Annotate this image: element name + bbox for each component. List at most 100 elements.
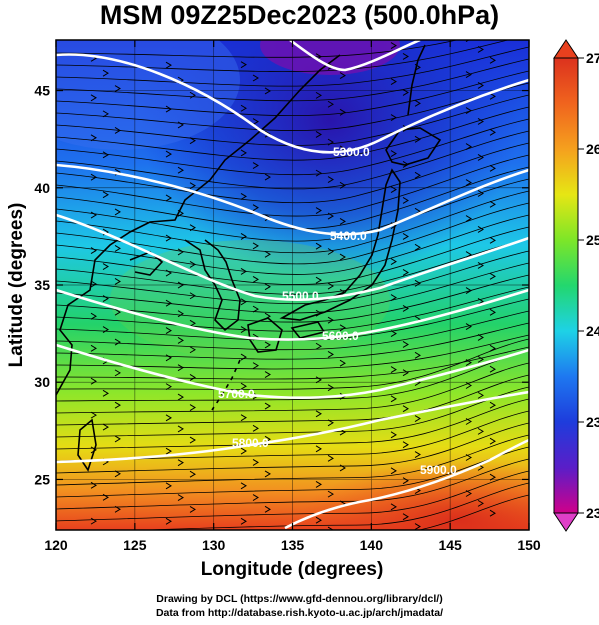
streamline-arrow [264,130,271,138]
coastline-korea [184,239,241,332]
streamline [56,214,529,275]
streamline [56,446,529,498]
x-tick-label: 120 [44,537,68,553]
streamline [56,142,529,204]
x-tick-label: 125 [123,537,147,553]
streamline-arrow [189,506,196,513]
streamline-arrow [489,56,496,64]
coastline-honshu [279,168,401,321]
streamline-arrow [90,134,97,142]
streamline-arrow [315,516,322,524]
streamline-arrow [165,447,172,455]
colorbar-tick-label: 262 [586,141,599,157]
streamline-arrow [102,493,109,501]
streamline-arrow [252,458,259,466]
streamline-arrow [240,104,247,112]
streamline-arrow [90,211,97,219]
contour-label: 5800.0 [232,436,269,450]
streamline-arrow [327,490,334,498]
streamline-arrow [240,149,247,157]
streamline-arrow [315,169,322,177]
streamline-arrow [339,253,346,261]
streamline-arrow [114,401,121,409]
streamline-arrow [315,91,322,99]
x-tick-label: 150 [517,537,541,553]
streamline [56,40,459,58]
contour-5500 [56,213,529,302]
streamline-arrow [339,72,346,80]
streamline-arrow [114,435,121,443]
streamline-arrow [465,107,472,115]
streamline-arrow [489,200,496,208]
coastline-kyushu [247,317,283,353]
streamline-arrow [90,446,97,454]
streamline-arrow [402,441,409,449]
height-contours [56,40,529,530]
streamline-arrow [315,342,322,350]
streamline-arrow [327,350,334,358]
streamline-arrow [477,355,484,363]
streamline-arrow [465,418,472,425]
streamline [56,398,529,450]
streamline-arrow [477,46,484,53]
coastline-taiwan [77,418,97,472]
axes: 120 125 130 135 140 145 150 25 30 35 40 45 [34,40,541,553]
coastline-shandong [129,251,164,276]
colorbar-tick-label: 230 [586,505,599,521]
streamline-arrow [327,212,334,220]
streamline-arrow [165,482,172,490]
streamline-arrow [177,425,184,433]
streamline-arrow [489,509,496,517]
streamline-arrow [252,424,259,432]
streamline-arrow [189,436,196,444]
y-tick-label: 45 [34,83,50,99]
streamline-arrow [240,353,247,361]
credit-data-source: Data from http://database.rish.kyoto-u.a… [155,607,444,619]
streamline-arrow [189,91,196,99]
colorbar-bottom-triangle [553,512,579,532]
streamline-arrow [327,248,334,255]
colorbar-tick-label: 254 [586,232,599,248]
streamline-arrow [102,423,109,431]
streamline-arrow [264,250,271,258]
streamline-arrow [190,542,195,548]
streamline [56,262,529,314]
streamline-arrow [477,427,484,435]
streamline-arrow [327,282,334,290]
streamline-arrow [402,197,409,204]
streamline-arrow [465,287,472,295]
contour-label: 5700.0 [218,387,255,401]
streamline-arrow [339,181,346,189]
streamline-arrow [264,402,271,410]
streamline-arrow [102,69,109,77]
streamline-arrow [102,263,109,270]
streamline-arrow [189,137,196,145]
streamline-arrow [390,258,397,266]
contour-5300 [56,53,529,154]
streamline-arrow [177,310,184,318]
streamline-arrow [327,419,334,427]
x-tick-label: 140 [360,537,384,553]
streamline-arrow [315,480,322,488]
coastline-ryukyu [211,359,241,411]
streamline-arrow [339,359,346,367]
streamline [56,130,529,190]
streamline-arrow [465,490,472,497]
streamline-arrow [477,190,484,197]
streamline-arrow [240,482,247,490]
streamline-arrow [189,346,196,354]
streamline [56,118,529,176]
streamline-arrow [240,298,247,306]
streamline [56,470,529,522]
streamline [56,166,529,230]
streamline-arrow [402,341,409,348]
streamline-arrow [465,143,472,151]
contour-5800 [56,390,529,464]
streamline-arrow [103,529,104,530]
streamline [56,274,529,323]
wind-streamlines [56,40,529,548]
streamline-arrow [390,467,397,475]
streamline-arrow [465,71,472,79]
streamline-arrow [477,226,484,233]
streamline-arrow [264,173,271,181]
